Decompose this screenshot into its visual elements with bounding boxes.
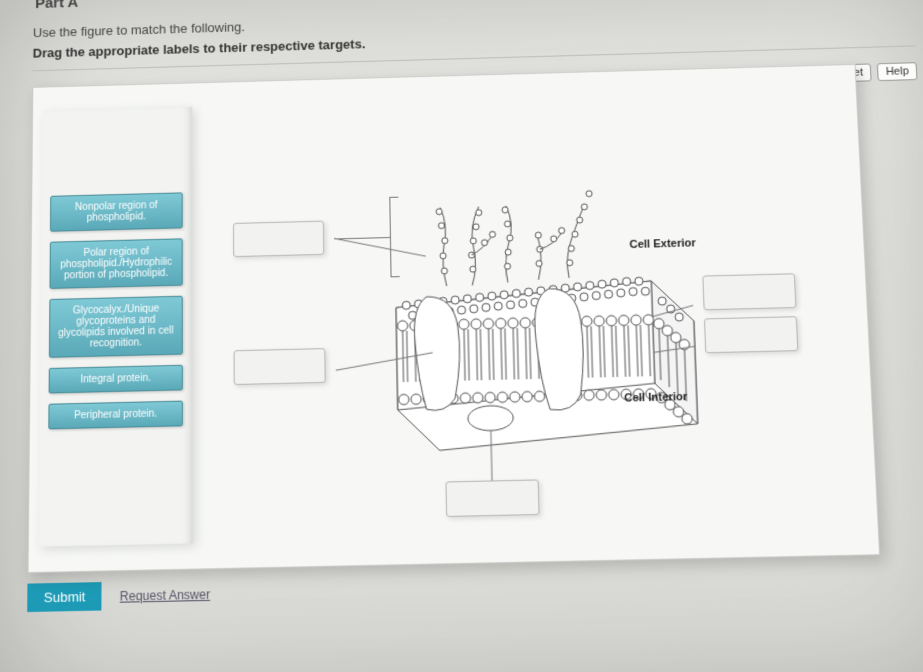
label-bank: Nonpolar region of phospholipid. Polar r… xyxy=(39,107,193,547)
drag-label-glycocalyx[interactable]: Glycocalyx./Unique glycoproteins and gly… xyxy=(49,296,183,358)
label-cell-exterior: Cell Exterior xyxy=(629,237,696,251)
drag-label-polar[interactable]: Polar region of phospholipid./Hydrophili… xyxy=(49,238,182,289)
drag-label-nonpolar[interactable]: Nonpolar region of phospholipid. xyxy=(50,192,183,231)
drag-drop-canvas: Nonpolar region of phospholipid. Polar r… xyxy=(28,64,881,573)
drop-target-1[interactable] xyxy=(233,221,324,257)
drag-label-peripheral[interactable]: Peripheral protein. xyxy=(48,401,183,430)
drop-target-3[interactable] xyxy=(702,273,796,310)
drop-target-2[interactable] xyxy=(234,348,326,385)
activity-container: Reset Help Nonpolar region of phospholip… xyxy=(27,45,923,618)
label-cell-interior: Cell Interior xyxy=(624,391,688,405)
drag-label-integral[interactable]: Integral protein. xyxy=(49,365,183,394)
footer-bar: Submit Request Answer xyxy=(27,564,923,612)
drop-target-5[interactable] xyxy=(445,479,539,517)
page-surface: Part A Use the figure to match the follo… xyxy=(0,0,923,672)
submit-button[interactable]: Submit xyxy=(27,582,102,612)
request-answer-link[interactable]: Request Answer xyxy=(120,587,210,604)
help-button[interactable]: Help xyxy=(877,62,917,81)
drop-target-4[interactable] xyxy=(704,316,798,353)
